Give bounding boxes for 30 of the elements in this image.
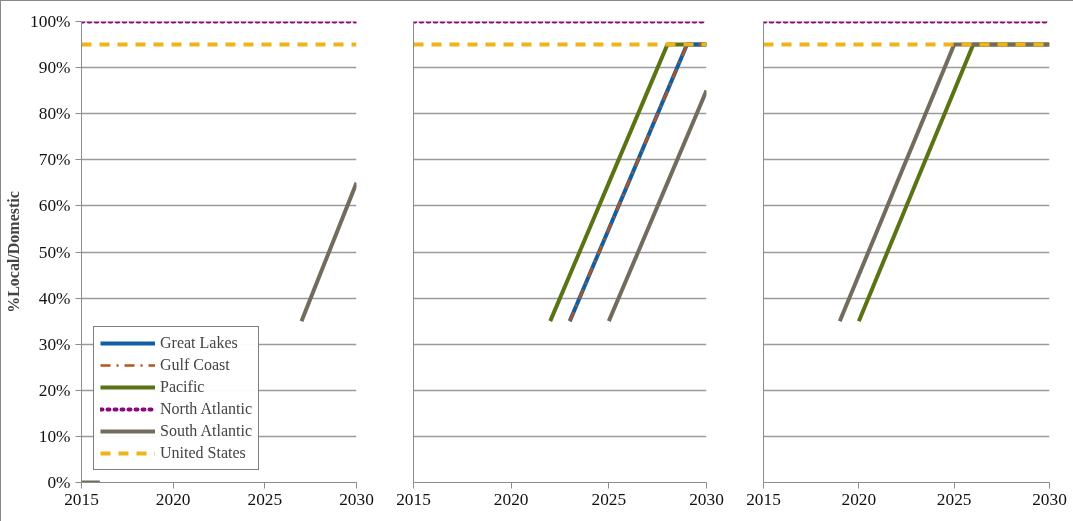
y-tick-label: 100% xyxy=(30,12,71,31)
x-tick-label: 2020 xyxy=(493,489,529,509)
legend-label: South Atlantic xyxy=(160,421,252,441)
y-axis-title: %Local/Domestic xyxy=(5,191,23,313)
y-tick-label: 40% xyxy=(38,288,71,308)
x-tick-label: 2025 xyxy=(247,489,283,509)
x-tick-label: 2025 xyxy=(936,489,972,509)
y-tick-label: 80% xyxy=(38,104,71,124)
legend-label: Great Lakes xyxy=(160,333,238,353)
x-tick-label: 2020 xyxy=(841,489,877,509)
y-tick-label: 20% xyxy=(38,380,71,400)
x-tick-label: 2025 xyxy=(591,489,627,509)
legend-label: North Atlantic xyxy=(160,399,252,419)
legend-label: Pacific xyxy=(160,377,205,397)
x-tick-label: 2030 xyxy=(1032,489,1067,509)
y-tick-label: 0% xyxy=(47,473,71,492)
legend-label: United States xyxy=(160,443,246,463)
y-tick-label: 30% xyxy=(38,334,71,354)
y-tick-label: 70% xyxy=(38,150,71,170)
x-tick-label: 2020 xyxy=(155,489,191,509)
x-tick-label: 2030 xyxy=(339,489,374,509)
legend-label: Gulf Coast xyxy=(160,355,230,375)
x-tick-label: 2015 xyxy=(64,489,99,509)
x-tick-label: 2030 xyxy=(689,489,724,509)
x-tick-label: 2015 xyxy=(746,489,781,509)
y-tick-label: 60% xyxy=(38,196,71,216)
y-tick-label: 50% xyxy=(38,242,71,262)
y-tick-label: 90% xyxy=(38,58,71,78)
x-tick-label: 2015 xyxy=(396,489,431,509)
y-tick-label: 10% xyxy=(38,426,71,446)
